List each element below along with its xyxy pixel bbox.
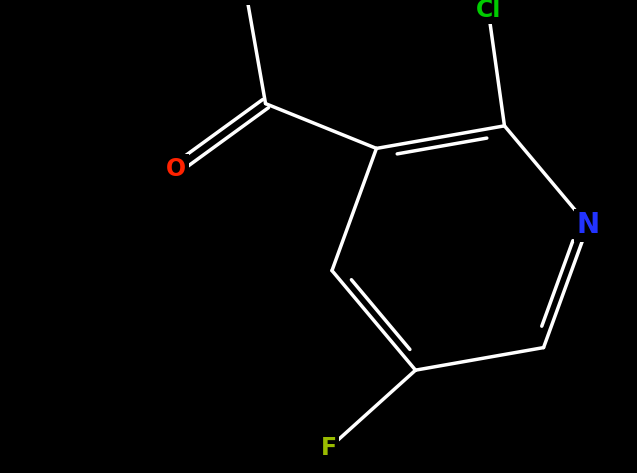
Text: O: O [166, 157, 186, 181]
Text: F: F [320, 437, 336, 460]
Text: O: O [236, 0, 255, 3]
Text: N: N [576, 211, 599, 239]
Text: Cl: Cl [475, 0, 501, 22]
